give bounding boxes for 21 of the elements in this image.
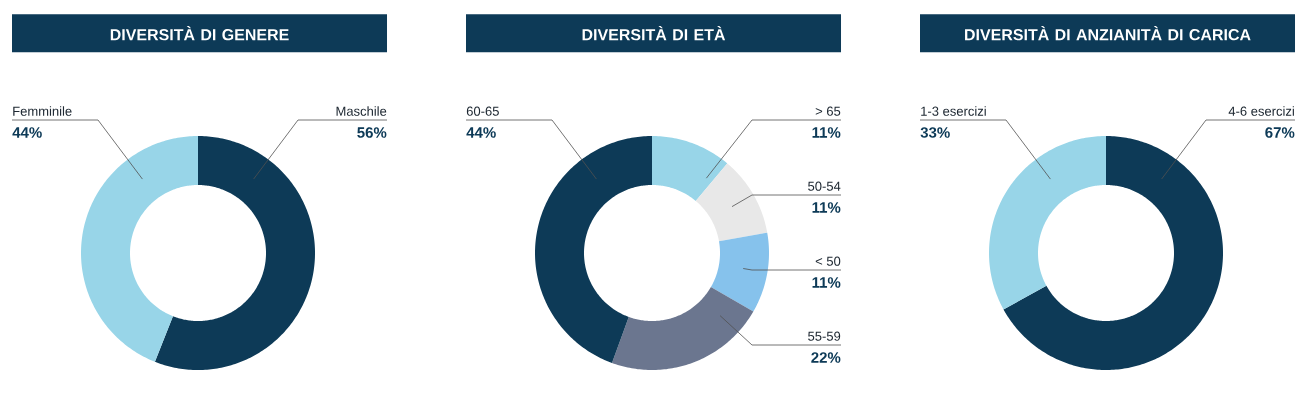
data-label: 11%	[812, 277, 841, 288]
data-label: 44%	[466, 127, 496, 138]
slice-label: 50-54	[808, 181, 841, 191]
data-label: 67%	[1265, 127, 1295, 138]
data-label: 56%	[357, 127, 387, 138]
data-label: 33%	[920, 127, 950, 138]
data-label: 11%	[812, 127, 841, 138]
slice-label: Femminile	[13, 106, 72, 116]
chart-title: DIVERSITÀ DI ETÀ	[582, 26, 726, 41]
chart-title: DIVERSITÀ DI ANZIANITÀ DI CARICA	[965, 26, 1251, 41]
slice-label: 60-65	[466, 106, 499, 116]
slice-label: 4-6 esercizi	[1228, 106, 1294, 116]
chart-title: DIVERSITÀ DI GENERE	[110, 26, 289, 41]
data-label: 44%	[12, 127, 42, 138]
data-label: 22%	[811, 352, 841, 363]
slice-label: > 65	[815, 106, 841, 116]
data-label: 11%	[812, 202, 841, 213]
slice-label: 55-59	[808, 331, 841, 341]
slice-label: Maschile	[336, 106, 387, 116]
slice-label: 1-3 esercizi	[921, 106, 986, 116]
slice-label: < 50	[815, 256, 841, 266]
